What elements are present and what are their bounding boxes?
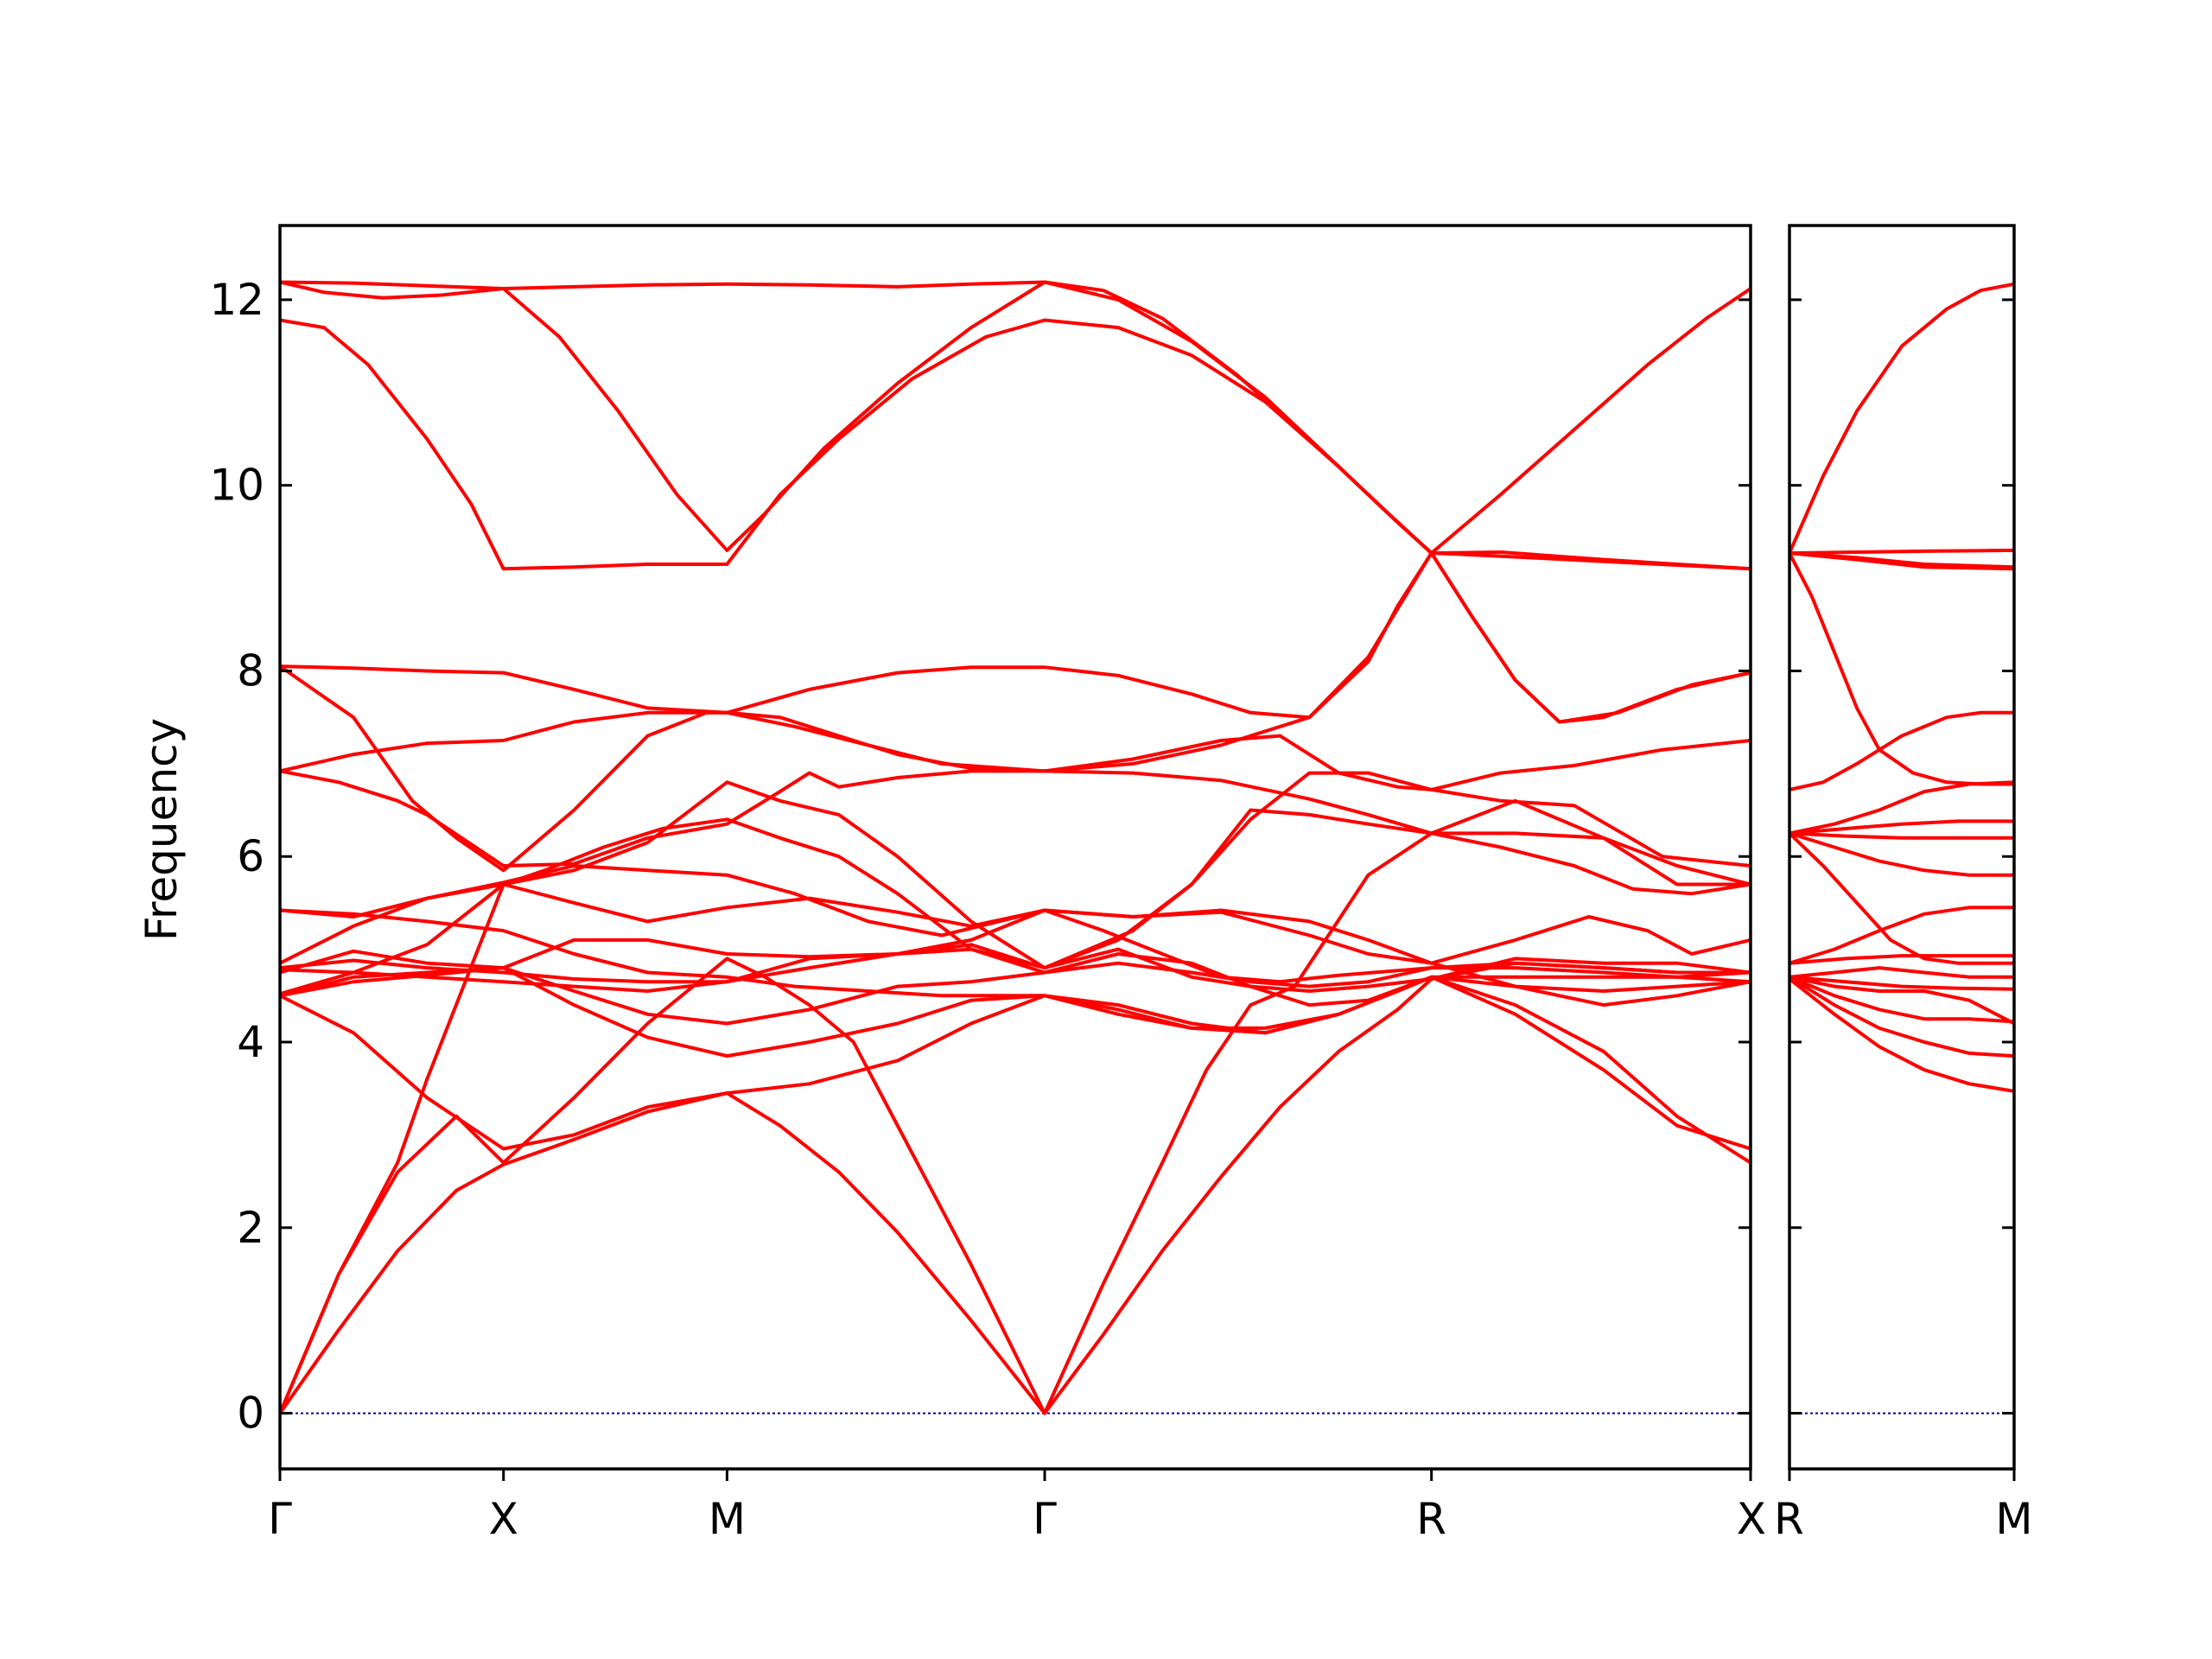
band-main-4 [280,664,1751,896]
x-tick-label: Γ [268,1494,292,1544]
band-side-17 [1789,975,2014,1024]
plot-frame [1788,224,2016,1471]
main-panel: 0 2 4 6 8 10 12 Γ X M Γ R X [209,224,1766,1544]
band-side-4 [1789,551,2014,571]
band-main-15 [280,975,1751,1151]
x-tick-label: X [1737,1494,1766,1544]
y-tick-label: 6 [237,831,264,881]
band-main-11 [280,908,1751,984]
band-main-7 [280,550,1751,868]
band-main-2 [280,280,1751,571]
band-side-8 [1789,819,2014,836]
band-main-5 [280,664,1751,873]
x-tick-label: R [1774,1494,1804,1544]
band-side-15 [1789,975,2014,991]
band-side-5 [1789,552,2014,786]
band-side-19 [1789,977,2014,1093]
band-side-11 [1789,831,2014,965]
band-main-3 [280,318,1751,724]
band-side-2 [1789,548,2014,556]
y-tick-label: 8 [237,645,264,696]
band-main-18 [280,798,1751,1415]
y-tick-label: 0 [237,1389,264,1439]
band-main-16 [280,780,1751,1414]
band-main-1 [280,280,1751,556]
band-side-9 [1789,831,2014,840]
y-axis-label: Frequency [137,718,187,941]
x-tick-label: Γ [1033,1494,1057,1544]
band-side-10 [1789,831,2014,877]
y-tick-label: 10 [209,461,264,511]
band-side-6 [1789,710,2014,791]
band-main-14 [280,771,1751,996]
band-side-18 [1789,976,2014,1058]
band-side-16 [1789,975,2014,1026]
y-tick-label: 12 [209,275,264,325]
band-main-20 [280,952,1751,1026]
x-tick-label: R [1416,1494,1446,1544]
x-tick-label: M [709,1494,746,1544]
x-tick-label: X [489,1494,518,1544]
band-side-1 [1789,282,2014,554]
band-main-19 [280,966,1751,1058]
band-side-13 [1789,954,2014,965]
band-main-6 [280,551,1751,773]
plot-frame [278,224,1752,1471]
y-tick-label: 4 [237,1017,264,1067]
y-tick-label: 2 [237,1203,264,1253]
band-side-7 [1789,780,2014,836]
band-side-14 [1789,966,2014,979]
band-side-12 [1789,906,2014,965]
x-tick-label: M [1995,1494,2032,1544]
band-main-17 [280,961,1751,1415]
